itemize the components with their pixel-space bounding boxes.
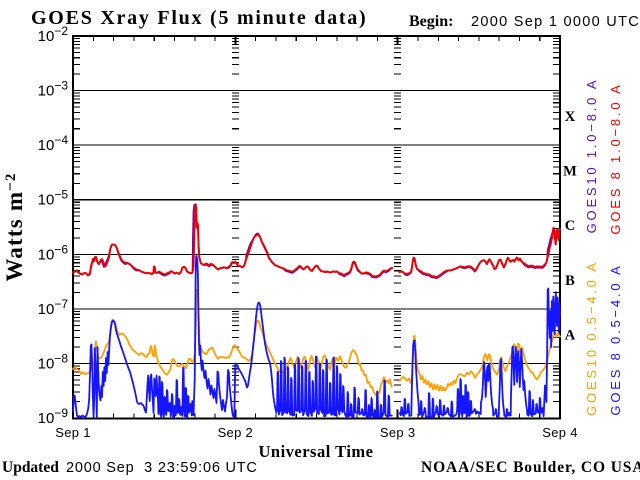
- svg-text:Universal Time: Universal Time: [258, 442, 373, 461]
- svg-text:Sep 2: Sep 2: [218, 425, 253, 440]
- svg-text:10−2: 10−2: [38, 24, 69, 45]
- svg-text:10−9: 10−9: [38, 406, 69, 427]
- svg-text:GOES Xray Flux (5 minute data): GOES Xray Flux (5 minute data): [31, 7, 367, 29]
- svg-text:B: B: [565, 273, 575, 289]
- svg-text:A: A: [565, 327, 576, 343]
- svg-text:M: M: [563, 164, 577, 180]
- svg-text:10−4: 10−4: [38, 133, 69, 154]
- svg-text:Watts m−2: Watts m−2: [2, 172, 27, 281]
- svg-text:2000 Sep 3 23:59:06 UTC: 2000 Sep 3 23:59:06 UTC: [66, 460, 258, 476]
- svg-text:10−7: 10−7: [38, 297, 69, 318]
- svg-text:C: C: [565, 218, 575, 234]
- svg-text:GOES10 1.0−8.0 A: GOES10 1.0−8.0 A: [584, 78, 599, 234]
- svg-text:Sep 1: Sep 1: [55, 425, 90, 440]
- svg-text:Sep 3: Sep 3: [380, 425, 415, 440]
- svg-text:GOES 8 1.0−8.0 A: GOES 8 1.0−8.0 A: [608, 82, 623, 234]
- svg-text:2000 Sep 1 0000 UTC: 2000 Sep 1 0000 UTC: [471, 14, 640, 30]
- svg-text:Begin:: Begin:: [409, 13, 453, 30]
- svg-text:10−6: 10−6: [38, 242, 69, 263]
- svg-text:Sep 4: Sep 4: [542, 425, 577, 440]
- svg-text:GOES10 0.5−4.0 A: GOES10 0.5−4.0 A: [584, 260, 599, 416]
- svg-text:10−8: 10−8: [38, 351, 69, 372]
- svg-text:X: X: [565, 109, 576, 125]
- svg-text:10−3: 10−3: [38, 79, 69, 100]
- svg-text:Updated: Updated: [2, 459, 59, 476]
- svg-text:GOES 8 0.5−4.0 A: GOES 8 0.5−4.0 A: [608, 263, 623, 415]
- svg-text:10−5: 10−5: [38, 188, 69, 209]
- svg-text:NOAA/SEC Boulder, CO USA: NOAA/SEC Boulder, CO USA: [421, 459, 640, 476]
